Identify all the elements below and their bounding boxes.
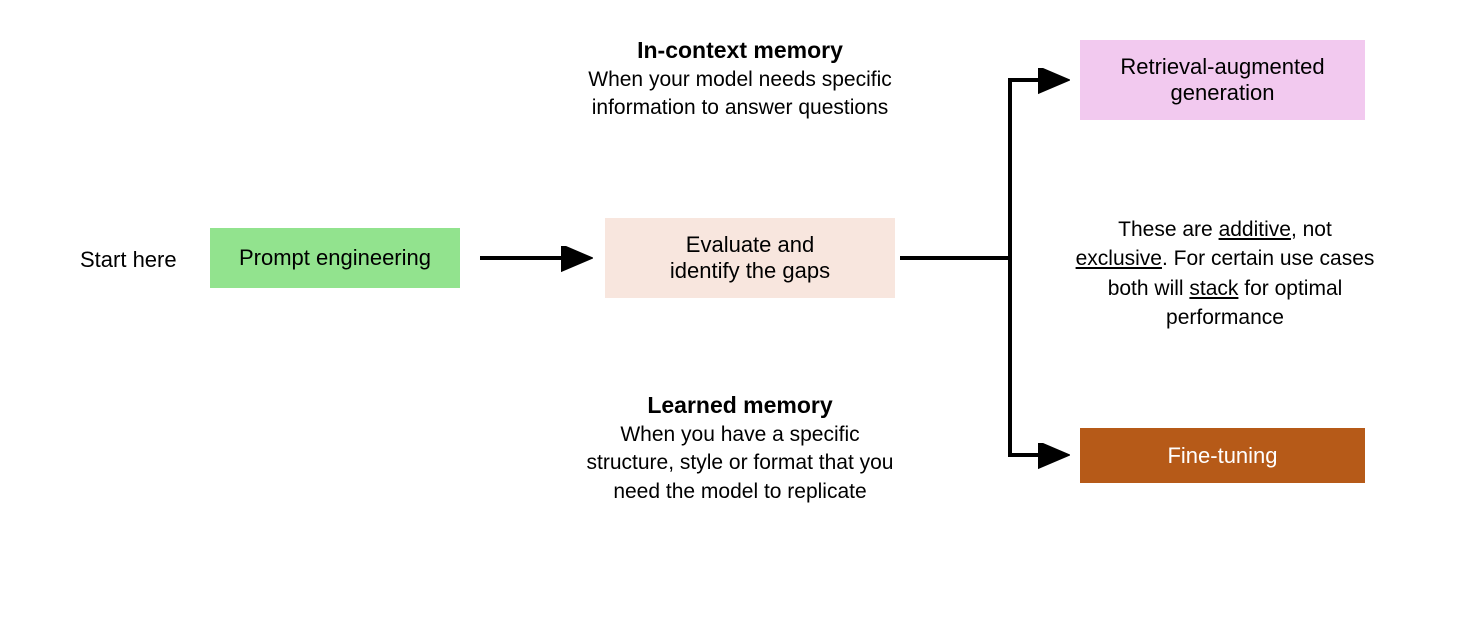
node-evaluate: Evaluate and identify the gaps (605, 218, 895, 298)
incontext-block: In-context memory When your model needs … (580, 35, 900, 123)
node-prompt-engineering: Prompt engineering (210, 228, 460, 288)
note-part1: These are (1118, 218, 1218, 241)
note-part2: , not (1291, 218, 1332, 241)
edge-evaluate-to-rag (900, 80, 1062, 258)
evaluate-line2: identify the gaps (670, 258, 830, 284)
start-label-text: Start here (80, 247, 177, 272)
prompt-engineering-text: Prompt engineering (239, 245, 431, 271)
note-block: These are additive, not exclusive. For c… (1075, 215, 1375, 333)
note-underline1: additive (1219, 218, 1291, 241)
incontext-desc: When your model needs specific informati… (580, 66, 900, 123)
evaluate-line1: Evaluate and (686, 232, 814, 258)
edge-evaluate-to-finetuning (900, 258, 1062, 455)
rag-line1: Retrieval-augmented (1120, 54, 1324, 80)
learned-title: Learned memory (580, 390, 900, 421)
learned-block: Learned memory When you have a specific … (580, 390, 900, 506)
note-underline2: exclusive (1076, 247, 1162, 270)
node-finetuning: Fine-tuning (1080, 428, 1365, 483)
start-label: Start here (80, 245, 200, 275)
rag-line2: generation (1171, 80, 1275, 106)
learned-desc: When you have a specific structure, styl… (580, 421, 900, 506)
note-underline3: stack (1189, 277, 1238, 300)
node-rag: Retrieval-augmented generation (1080, 40, 1365, 120)
finetuning-text: Fine-tuning (1167, 443, 1277, 469)
incontext-title: In-context memory (580, 35, 900, 66)
